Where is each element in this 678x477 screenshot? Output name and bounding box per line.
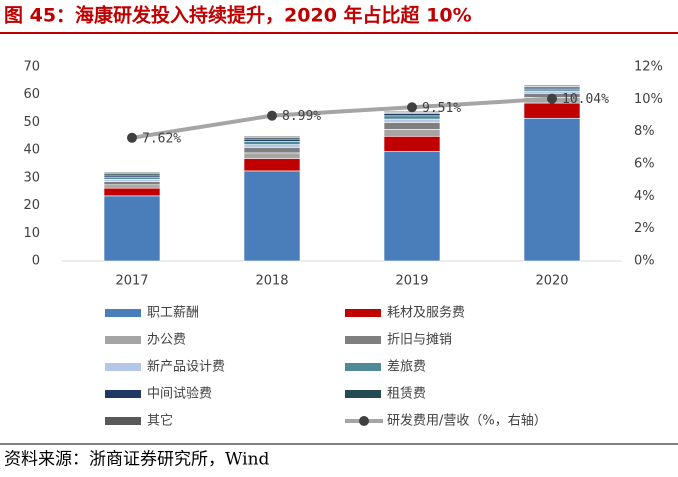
bar-segment — [383, 118, 441, 123]
legend-swatch — [105, 390, 141, 398]
legend-label: 其它 — [147, 413, 173, 429]
y-tick-label: 40 — [23, 143, 40, 158]
y-tick-label: 50 — [23, 115, 40, 130]
bar-segment — [103, 176, 161, 180]
legend-label: 耗材及服务费 — [387, 305, 465, 321]
y2-tick-label: 4% — [634, 189, 655, 204]
x-tick-label: 2020 — [535, 274, 568, 289]
data-label: 7.62% — [142, 131, 181, 146]
chart-title: 图 45：海康研发投入持续提升，2020 年占比超 10% — [4, 4, 472, 27]
y2-tick-label: 8% — [634, 124, 655, 139]
legend-swatch — [345, 390, 381, 398]
y2-tick-label: 10% — [634, 92, 663, 107]
legend-label: 中间试验费 — [147, 386, 212, 402]
y2-tick-label: 6% — [634, 157, 655, 172]
legend-swatch — [105, 363, 141, 371]
legend-label: 折旧与摊销 — [387, 333, 452, 348]
bar-segment — [243, 138, 301, 142]
bar-segment — [523, 84, 581, 87]
bar-segment — [103, 195, 161, 262]
x-tick-label: 2018 — [255, 274, 288, 289]
bar-segment — [243, 158, 301, 172]
data-label: 9.51% — [422, 101, 461, 116]
legend-label: 办公费 — [147, 333, 186, 348]
y-tick-label: 60 — [23, 87, 40, 102]
legend-swatch — [105, 309, 141, 317]
legend-swatch — [345, 336, 381, 344]
bar-segment — [383, 129, 441, 137]
legend-swatch — [345, 363, 381, 371]
bar-segment — [103, 184, 161, 189]
y-tick-label: 30 — [23, 170, 40, 185]
bar-segment — [383, 115, 441, 120]
y2-tick-label: 2% — [634, 221, 655, 236]
bar-segment — [243, 140, 301, 145]
x-tick-label: 2017 — [115, 274, 148, 289]
legend-swatch — [105, 417, 141, 425]
source: 资料来源：浙商证券研究所，Wind — [4, 450, 270, 470]
data-label: 10.04% — [562, 92, 609, 107]
bar-segment — [243, 135, 301, 138]
line-marker — [267, 110, 277, 121]
data-label: 8.99% — [282, 109, 321, 124]
line-marker — [547, 93, 557, 104]
x-tick-label: 2019 — [395, 274, 428, 289]
bar-segment — [383, 122, 441, 130]
legend-swatch — [359, 416, 369, 426]
legend-label: 研发费用/营收（%，右轴） — [387, 413, 547, 429]
y-tick-label: 70 — [23, 60, 40, 75]
bar-segment — [103, 187, 161, 197]
y2-tick-label: 12% — [634, 60, 663, 75]
legend-label: 差旅费 — [387, 360, 426, 375]
legend-label: 职工薪酬 — [147, 306, 199, 321]
y2-tick-label: 0% — [634, 254, 655, 269]
y-tick-label: 20 — [23, 198, 40, 213]
bar-segment — [523, 117, 581, 262]
bar-segment — [383, 151, 441, 262]
bar-segment — [243, 147, 301, 154]
legend-swatch — [345, 309, 381, 317]
legend-swatch — [105, 336, 141, 344]
bar-segment — [103, 172, 161, 174]
bar-segment — [103, 178, 161, 182]
bar-segment — [523, 88, 581, 92]
line-marker — [407, 102, 417, 113]
line-marker — [127, 132, 137, 143]
bar-segment — [243, 170, 301, 262]
bar-segment — [383, 135, 441, 152]
legend-label: 新产品设计费 — [147, 359, 225, 375]
bar-segment — [103, 181, 161, 186]
y-tick-label: 10 — [23, 226, 40, 241]
line — [131, 96, 553, 140]
legend-label: 租赁费 — [387, 387, 426, 402]
bar-segment — [243, 144, 301, 148]
bar-segment — [243, 152, 301, 159]
y-tick-label: 0 — [32, 254, 40, 269]
